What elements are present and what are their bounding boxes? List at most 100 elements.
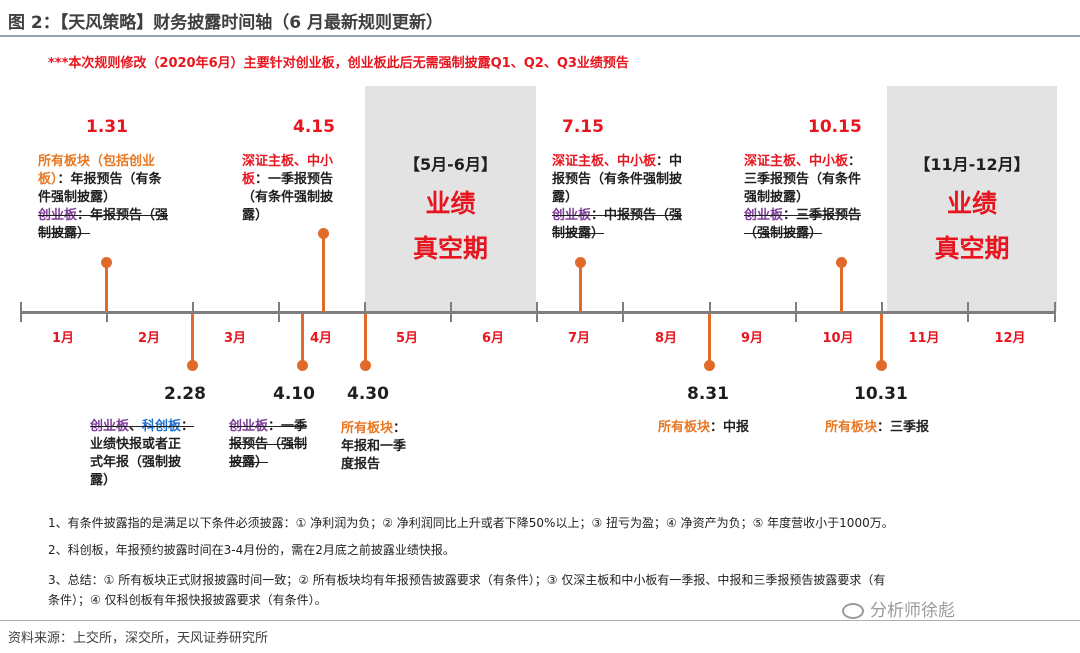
- vacuum-period-label: 真空期: [934, 234, 1010, 263]
- source-note: 资料来源：上交所，深交所，天风证券研究所: [8, 631, 269, 646]
- vacuum-period-label: 业绩: [425, 189, 476, 218]
- board-name: 创业板: [229, 419, 269, 434]
- event-text: 露）: [242, 208, 269, 223]
- footnote: 条件）；④ 仅科创板有年报快报披露要求（有条件）。: [48, 593, 327, 607]
- event-description: 深证主板、中小板：中 报预告（有条件强制披 露） 创业板：中报预告（强 制披露）: [552, 153, 722, 243]
- event-text: 露）: [90, 473, 117, 488]
- event-text: 三季报预告（有条件: [744, 172, 862, 187]
- board-name: 创业板: [38, 208, 78, 223]
- event-stem: [191, 314, 194, 363]
- event-description: 所有板块：中报: [658, 419, 778, 437]
- month-label: 3月: [223, 331, 247, 346]
- event-text: 报预告（强制: [229, 437, 308, 452]
- event-stem: [579, 262, 582, 312]
- event-text: ：一季报预告: [255, 172, 334, 187]
- event-date: 7.15: [562, 117, 604, 137]
- axis-tick: [364, 302, 366, 322]
- month-label: 5月: [395, 331, 419, 346]
- board-name: 深证主板、中小板: [744, 154, 849, 169]
- source-divider: [0, 620, 1080, 621]
- month-label: 9月: [740, 331, 764, 346]
- axis-tick: [709, 302, 711, 322]
- event-description: 创业板、科创板： 业绩快报或者正 式年报（强制披 露）: [90, 418, 218, 490]
- event-date: 2.28: [164, 384, 206, 404]
- event-date: 1.31: [86, 117, 128, 137]
- event-description: 所有板块：三季报: [825, 419, 955, 437]
- axis-tick: [881, 302, 883, 322]
- event-text: 制披露）: [38, 226, 91, 241]
- footnote: 3、总结：① 所有板块正式财报披露时间一致；② 所有板块均有年报预告披露要求（有…: [48, 573, 886, 587]
- board-name: 科创板: [142, 419, 182, 434]
- event-marker-dot: [704, 360, 715, 371]
- board-name: 创业板: [90, 419, 130, 434]
- axis-tick: [192, 302, 194, 322]
- vacuum-period-label: 业绩: [946, 189, 997, 218]
- event-marker-dot: [575, 257, 586, 268]
- event-text: （强制披露）: [744, 226, 823, 241]
- vacuum-period-may-jun: [365, 86, 536, 311]
- event-date: 10.15: [808, 117, 862, 137]
- board-name: 创业板: [552, 208, 592, 223]
- title-divider: [0, 35, 1080, 37]
- board-name: 所有板块: [825, 420, 878, 435]
- event-description: 创业板：一季 报预告（强制 披露）: [229, 418, 339, 472]
- axis-tick: [795, 302, 797, 322]
- event-text: 、: [129, 419, 143, 434]
- vacuum-period-title: 【11月-12月】: [914, 155, 1030, 174]
- event-text: 式年报（强制披: [90, 455, 182, 470]
- event-text: ：: [848, 154, 862, 169]
- event-date: 10.31: [854, 384, 908, 404]
- axis-tick: [106, 302, 108, 322]
- event-stem: [322, 233, 325, 312]
- board-name: 深证主板、中小板: [552, 154, 657, 169]
- board-name: 所有板块: [341, 421, 394, 436]
- event-text: ：中: [656, 154, 683, 169]
- event-text: ：一季: [268, 419, 308, 434]
- event-text: ：: [393, 421, 407, 436]
- event-description: 深证主板、中小 板：一季报预告 （有条件强制披 露）: [242, 153, 362, 225]
- month-label: 8月: [654, 331, 678, 346]
- axis-tick: [450, 302, 452, 322]
- event-stem: [880, 314, 883, 363]
- month-label: 4月: [309, 331, 333, 346]
- board-name: 所有板块（包括创业: [38, 154, 156, 169]
- event-text: 露）: [552, 190, 579, 205]
- event-date: 4.30: [347, 384, 389, 404]
- event-text: ：中报: [710, 420, 750, 435]
- event-description: 所有板块（包括创业 板）：年报预告（有条 件强制披露） 创业板：年报预告（强 制…: [38, 153, 198, 243]
- event-text: ：年报预告（强: [77, 208, 169, 223]
- board-name: 板: [242, 172, 256, 187]
- timeline-axis: [20, 311, 1056, 314]
- event-marker-dot: [318, 228, 329, 239]
- board-name: 创业板: [744, 208, 784, 223]
- board-name: 所有板块: [658, 420, 711, 435]
- event-marker-dot: [297, 360, 308, 371]
- axis-tick: [622, 302, 624, 322]
- rule-change-notice: ***本次规则修改（2020年6月）主要针对创业板，创业板此后无需强制披露Q1、…: [48, 56, 629, 71]
- event-stem: [708, 314, 711, 363]
- axis-tick: [278, 302, 280, 322]
- event-text: （有条件强制披: [242, 190, 334, 205]
- event-marker-dot: [360, 360, 371, 371]
- event-stem: [105, 262, 108, 312]
- month-label: 2月: [137, 331, 161, 346]
- event-text: 业绩快报或者正: [90, 437, 182, 452]
- event-marker-dot: [836, 257, 847, 268]
- event-text: ：三季报预告: [783, 208, 862, 223]
- event-text: 制披露）: [552, 226, 605, 241]
- event-text: ：三季报: [877, 420, 930, 435]
- board-name: 深证主板、中小: [242, 154, 334, 169]
- event-description: 深证主板、中小板： 三季报预告（有条件 强制披露） 创业板：三季报预告 （强制披…: [744, 153, 886, 243]
- vacuum-period-title: 【5月-6月】: [404, 155, 497, 174]
- watermark: 分析师徐彪: [842, 596, 955, 621]
- event-text: 披露）: [229, 455, 269, 470]
- month-label: 12月: [994, 331, 1026, 346]
- event-date: 8.31: [687, 384, 729, 404]
- month-label: 7月: [567, 331, 591, 346]
- axis-tick: [1054, 302, 1056, 322]
- event-text: ：年报预告（有条: [57, 172, 162, 187]
- watermark-text: 分析师徐彪: [870, 601, 955, 621]
- event-marker-dot: [101, 257, 112, 268]
- event-date: 4.10: [273, 384, 315, 404]
- axis-tick: [536, 302, 538, 322]
